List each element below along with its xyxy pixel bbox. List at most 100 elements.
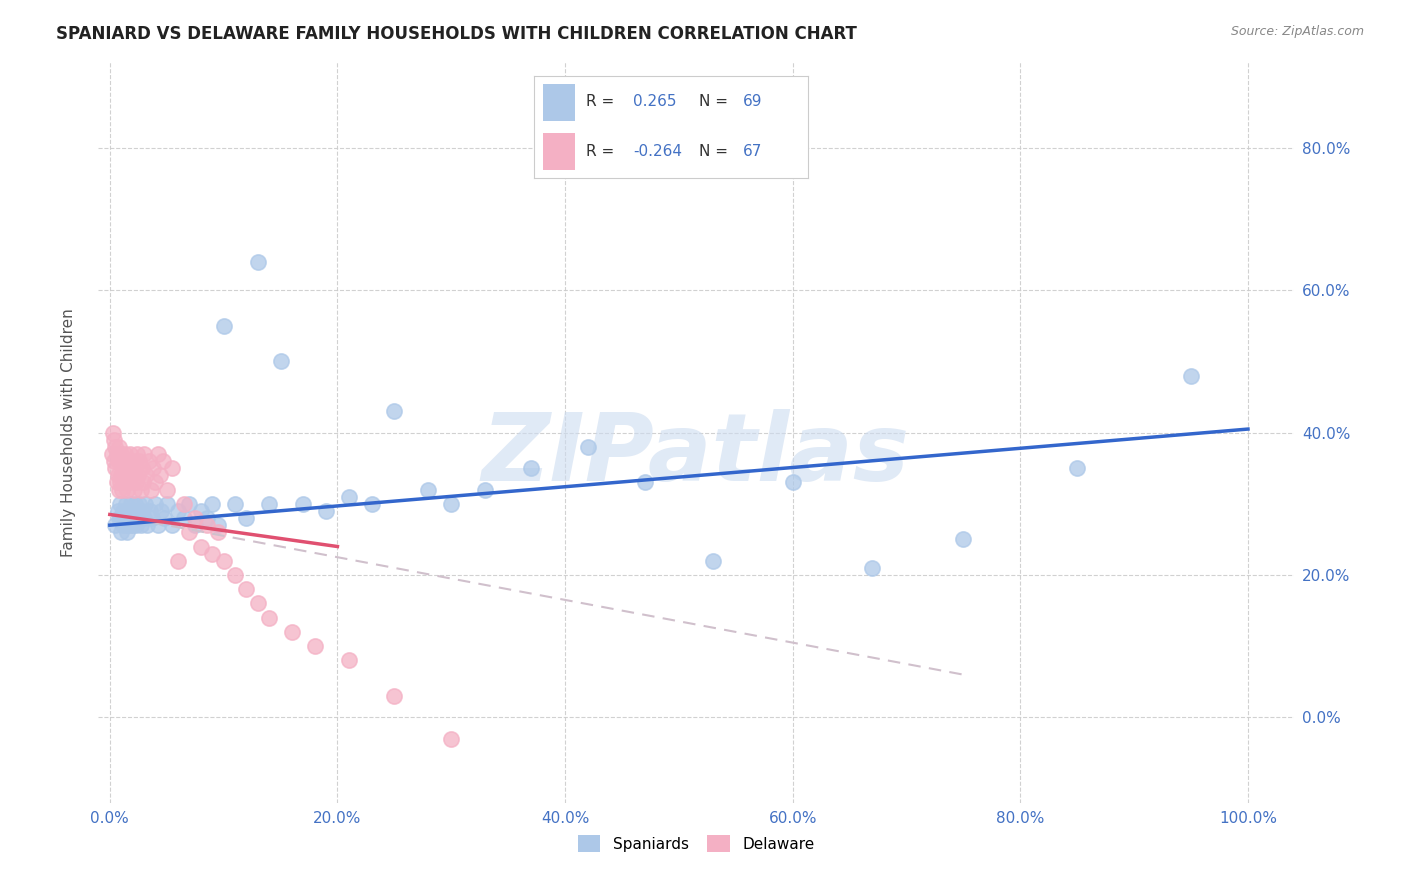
Point [104, 440, 127, 454]
Point [112, 504, 135, 518]
Point [108, 454, 131, 468]
Point [125, 518, 148, 533]
Point [136, 518, 159, 533]
Point [104, 518, 127, 533]
Point [117, 461, 139, 475]
Point [127, 511, 149, 525]
Point [114, 447, 136, 461]
Point [129, 483, 152, 497]
Text: Source: ZipAtlas.com: Source: ZipAtlas.com [1230, 25, 1364, 38]
Point [149, 468, 172, 483]
Point [201, 497, 224, 511]
Point [125, 475, 148, 490]
Point [143, 497, 166, 511]
Point [224, 568, 246, 582]
Text: N =: N = [699, 144, 733, 159]
Point [138, 504, 160, 518]
Text: 69: 69 [742, 95, 762, 110]
Point [382, 404, 405, 418]
Point [1180, 368, 1202, 383]
Point [162, 461, 184, 475]
Point [152, 454, 174, 468]
Point [103, 454, 125, 468]
Point [115, 483, 138, 497]
Point [382, 689, 405, 703]
Point [111, 483, 134, 497]
Point [520, 461, 543, 475]
Point [121, 504, 143, 518]
Point [124, 461, 146, 475]
Point [143, 475, 166, 490]
Point [246, 597, 269, 611]
Point [337, 490, 360, 504]
Point [114, 497, 136, 511]
Point [112, 461, 135, 475]
Point [179, 525, 201, 540]
Point [127, 504, 149, 518]
Point [104, 461, 127, 475]
Point [184, 518, 207, 533]
Point [107, 504, 129, 518]
Point [153, 511, 176, 525]
Point [195, 518, 218, 533]
Point [212, 554, 235, 568]
Point [103, 433, 125, 447]
Point [156, 483, 179, 497]
Point [114, 511, 136, 525]
Point [142, 461, 165, 475]
Point [292, 497, 315, 511]
Text: 67: 67 [742, 144, 762, 159]
Point [115, 525, 138, 540]
Point [120, 511, 142, 525]
Point [110, 468, 132, 483]
Point [120, 497, 142, 511]
Point [115, 518, 138, 533]
Point [146, 447, 169, 461]
Point [224, 497, 246, 511]
Point [139, 483, 162, 497]
Point [121, 518, 143, 533]
Point [576, 440, 599, 454]
Point [127, 468, 149, 483]
Point [141, 511, 163, 525]
Point [235, 511, 257, 525]
Point [179, 497, 201, 511]
Point [124, 497, 146, 511]
Point [138, 454, 160, 468]
Point [118, 504, 141, 518]
Point [110, 511, 132, 525]
Point [212, 318, 235, 333]
Point [173, 511, 195, 525]
Point [337, 653, 360, 667]
Point [190, 504, 212, 518]
Point [122, 483, 145, 497]
Point [207, 525, 229, 540]
Point [110, 447, 132, 461]
Point [440, 497, 463, 511]
Point [131, 461, 153, 475]
Point [107, 454, 129, 468]
Point [128, 497, 150, 511]
Point [315, 504, 337, 518]
Point [132, 447, 155, 461]
Point [167, 504, 190, 518]
Point [103, 425, 125, 440]
Y-axis label: Family Households with Children: Family Households with Children [62, 309, 76, 557]
Point [135, 468, 157, 483]
Point [474, 483, 496, 497]
Point [702, 554, 724, 568]
Point [131, 504, 153, 518]
Point [112, 518, 135, 533]
Point [195, 511, 218, 525]
Point [108, 440, 131, 454]
Point [304, 639, 326, 653]
Point [634, 475, 657, 490]
Point [129, 518, 152, 533]
Text: ZIPatlas: ZIPatlas [482, 409, 910, 500]
Point [207, 518, 229, 533]
Text: R =: R = [586, 95, 620, 110]
Point [162, 518, 184, 533]
Point [860, 561, 883, 575]
Point [418, 483, 440, 497]
Point [167, 554, 190, 568]
